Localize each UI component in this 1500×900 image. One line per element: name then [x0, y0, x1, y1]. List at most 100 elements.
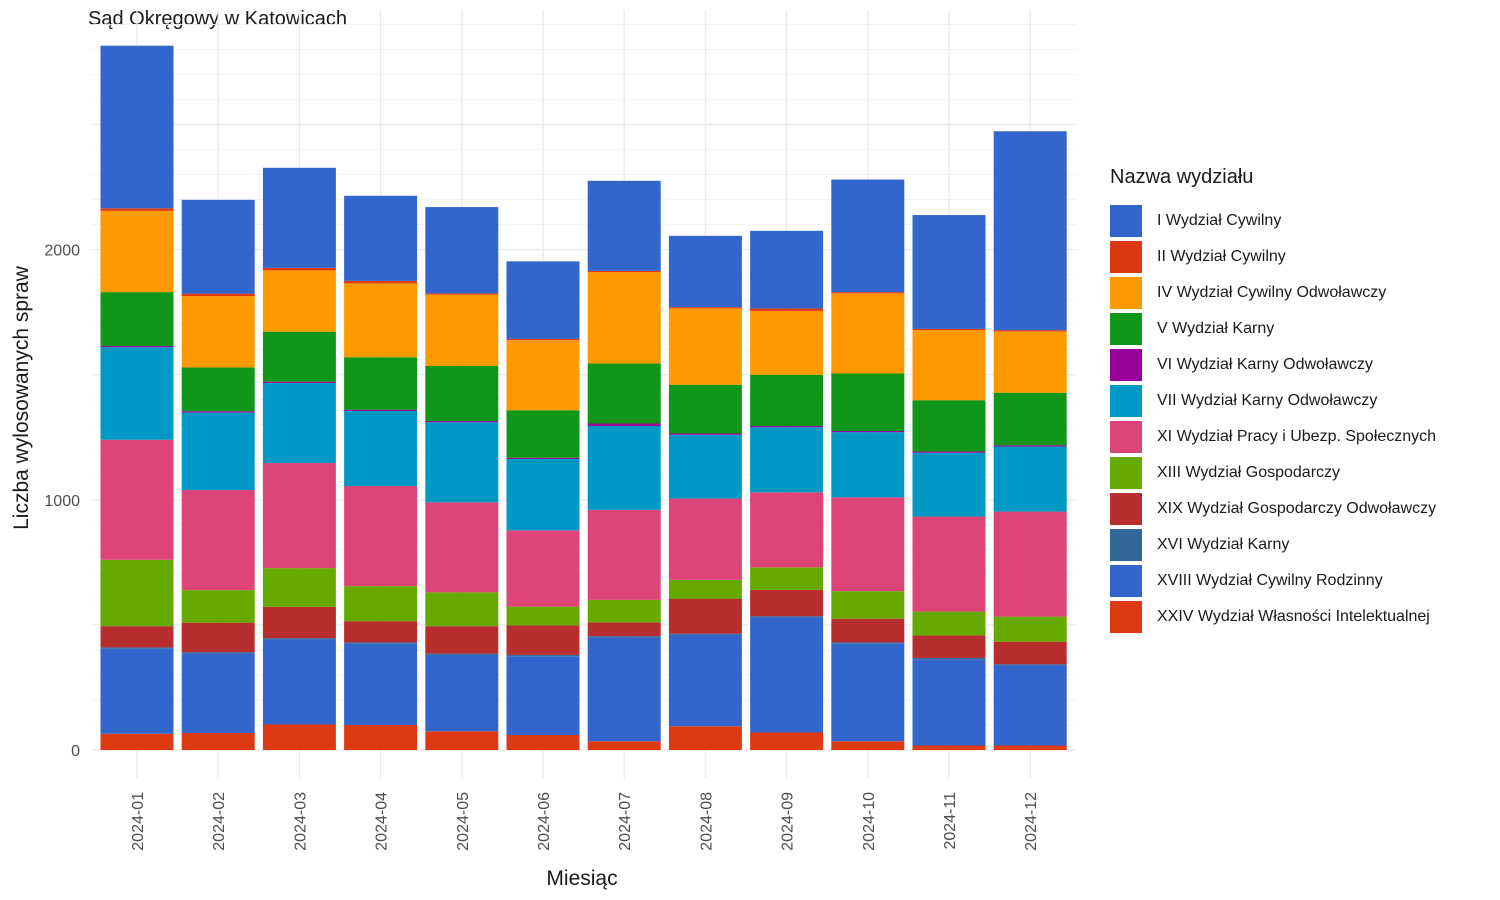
bar-stack-2024-10 — [831, 179, 905, 750]
bar-segment — [262, 267, 336, 271]
bar-segment — [993, 446, 1067, 512]
bar-segment — [100, 647, 174, 649]
bar-segment — [425, 731, 499, 750]
bar-segment — [425, 365, 499, 421]
bar-segment — [912, 451, 986, 453]
bar-segment — [993, 641, 1067, 665]
legend-item: V Wydział Karny — [1110, 311, 1436, 347]
bar-segment — [587, 423, 661, 426]
legend-items: I Wydział Cywilny II Wydział Cywilny IV Wy… — [1110, 203, 1436, 635]
bar-segment — [262, 167, 336, 268]
bar-segment — [912, 452, 986, 517]
bar-segment — [587, 270, 661, 273]
bar-stack-2024-06 — [506, 261, 580, 750]
bar-segment — [750, 589, 824, 617]
legend-color-key — [1110, 601, 1142, 633]
bar-segment — [425, 207, 499, 294]
legend-item: XVIII Wydział Cywilny Rodzinny — [1110, 563, 1436, 599]
legend-color-key — [1110, 205, 1142, 237]
bar-segment — [831, 430, 905, 433]
bar-segment — [506, 654, 580, 657]
legend-color-key — [1110, 565, 1142, 597]
bar-segment — [344, 410, 418, 487]
bar-segment — [344, 195, 418, 281]
bar-segment — [506, 338, 580, 341]
bar-segment — [993, 664, 1067, 666]
x-axis-title: Miesiąc — [546, 867, 617, 890]
bar-segment — [750, 616, 824, 618]
bar-segment — [181, 732, 255, 750]
bar-segment — [344, 586, 418, 622]
x-tick-label: 2024-10 — [861, 792, 878, 851]
y-axis-title: Liczba wylosowanych spraw — [10, 265, 33, 530]
legend-color-key — [1110, 457, 1142, 489]
bar-segment — [912, 516, 986, 612]
bar-segment — [993, 445, 1067, 447]
bar-segment — [344, 283, 418, 358]
legend-item: XI Wydział Pracy i Ubezp. Społecznych — [1110, 419, 1436, 455]
legend-color-key — [1110, 385, 1142, 417]
legend-label: I Wydział Cywilny — [1157, 212, 1282, 229]
x-tick-label: 2024-07 — [617, 792, 634, 851]
bar-segment — [344, 724, 418, 750]
bar-segment — [344, 643, 418, 725]
bar-segment — [506, 410, 580, 458]
bar-segment — [100, 208, 174, 211]
bar-segment — [425, 420, 499, 423]
bar-segment — [587, 599, 661, 623]
bar-segment — [344, 357, 418, 410]
bar-segment — [993, 392, 1067, 446]
bar-segment — [425, 592, 499, 627]
bar-segment — [912, 659, 986, 746]
bar-segment — [181, 367, 255, 412]
bar-segment — [831, 292, 905, 294]
bar-segment — [181, 411, 255, 413]
bar-segment — [912, 400, 986, 452]
bar-segment — [831, 432, 905, 498]
bar-segment — [587, 636, 661, 638]
bar-segment — [344, 486, 418, 587]
bar-segment — [262, 381, 336, 383]
bar-segment — [425, 422, 499, 503]
bar-segment — [425, 654, 499, 732]
x-tick-label: 2024-06 — [536, 792, 553, 851]
bar-segment — [262, 606, 336, 639]
bar-segment — [750, 732, 824, 750]
bar-segment — [181, 653, 255, 733]
bar-segment — [100, 45, 174, 209]
bar-segment — [181, 652, 255, 654]
bar-segment — [831, 618, 905, 643]
bar-segment — [100, 439, 174, 560]
bar-segment — [668, 498, 742, 580]
bar-stack-2024-04 — [344, 195, 418, 750]
bar-segment — [181, 622, 255, 653]
legend-item: IV Wydział Cywilny Odwoławczy — [1110, 275, 1436, 311]
bar-segment — [587, 509, 661, 600]
bar-segment — [912, 611, 986, 636]
legend-item: II Wydział Cywilny — [1110, 239, 1436, 275]
bar-segment — [100, 345, 174, 348]
bar-segment — [831, 642, 905, 644]
bar-stack-2024-02 — [181, 199, 255, 750]
bar-segment — [587, 741, 661, 750]
bar-segment — [831, 741, 905, 750]
axes: 0 1000 2000 2024-01 2024-02 2024-03 2024-04 202… — [44, 243, 1040, 851]
x-tick-label: 2024-04 — [374, 792, 391, 851]
bar-segment — [668, 633, 742, 635]
bar-segment — [668, 579, 742, 599]
bar-segment — [668, 307, 742, 309]
legend-item: XIX Wydział Gospodarczy Odwoławczy — [1110, 491, 1436, 527]
legend-label: V Wydział Karny — [1157, 320, 1275, 337]
bar-segment — [425, 626, 499, 654]
bar-segment — [181, 590, 255, 623]
legend-item: XVI Wydział Karny — [1110, 527, 1436, 563]
bar-segment — [993, 616, 1067, 642]
bar-segment — [262, 638, 336, 640]
legend-label: XI Wydział Pracy i Ubezp. Społecznych — [1157, 428, 1437, 445]
legend-item: XXIV Wydział Własności Intelektualnej — [1110, 599, 1436, 635]
bar-segment — [912, 328, 986, 331]
bar-segment — [831, 373, 905, 431]
bar-segment — [262, 331, 336, 382]
x-tick-label: 2024-03 — [292, 792, 309, 851]
x-tick-label: 2024-09 — [780, 792, 797, 851]
